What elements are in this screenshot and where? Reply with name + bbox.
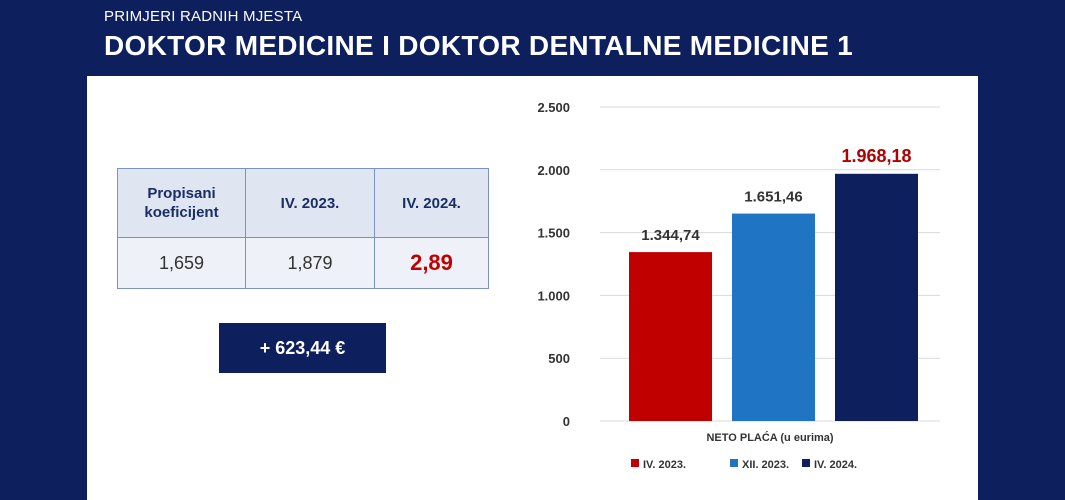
bar-1 — [629, 252, 712, 421]
legend-label: IV. 2024. — [814, 459, 857, 471]
bar-2 — [732, 213, 815, 421]
bar-3 — [835, 173, 918, 421]
increase-badge: + 623,44 € — [219, 323, 386, 373]
table-cell: 1,659 — [117, 237, 246, 289]
coefficient-table: Propisani koeficijent IV. 2023. IV. 2024… — [117, 168, 489, 289]
bar-value-label: 1.968,18 — [841, 146, 911, 166]
y-tick-label: 0 — [563, 414, 570, 429]
slide-title: DOKTOR MEDICINE I DOKTOR DENTALNE MEDICI… — [104, 30, 854, 61]
y-tick-label: 2.000 — [537, 163, 570, 178]
table-header-cell: Propisani koeficijent — [117, 168, 246, 238]
y-tick-label: 1.000 — [537, 288, 570, 303]
y-axis-ticks: 0 500 1.000 1.500 2.000 2.500 — [537, 100, 570, 429]
y-tick-label: 2.500 — [537, 100, 570, 115]
legend-swatch — [730, 459, 738, 467]
bar-value-label: 1.651,46 — [744, 189, 802, 206]
table-header-cell: IV. 2023. — [245, 168, 375, 238]
bar-value-labels: 1.344,74 1.651,46 1.968,18 — [641, 146, 911, 244]
slide-subtitle: PRIMJERI RADNIH MJESTA — [104, 8, 303, 25]
table-header-cell: IV. 2024. — [374, 168, 489, 238]
legend-swatch — [802, 459, 810, 467]
bar-value-label: 1.344,74 — [641, 227, 700, 244]
legend-swatch — [631, 459, 639, 467]
chart-legend: IV. 2023. XII. 2023. IV. 2024. — [631, 459, 857, 471]
legend-label: IV. 2023. — [643, 459, 686, 471]
salary-bar-chart: 0 500 1.000 1.500 2.000 2.500 1.344,74 1.651,4… — [537, 100, 940, 471]
legend-label: XII. 2023. — [742, 459, 789, 471]
table-row: 1,659 1,879 2,89 — [117, 237, 489, 289]
y-tick-label: 500 — [548, 351, 570, 366]
y-tick-label: 1.500 — [537, 226, 570, 241]
table-cell: 1,879 — [245, 237, 375, 289]
header-label: Propisani koeficijent — [144, 185, 219, 221]
chart-bars — [629, 173, 918, 421]
table-header-row: Propisani koeficijent IV. 2023. IV. 2024… — [117, 168, 489, 238]
table-cell-highlight: 2,89 — [374, 237, 489, 289]
x-axis-label: NETO PLAĆA (u eurima) — [706, 431, 833, 444]
